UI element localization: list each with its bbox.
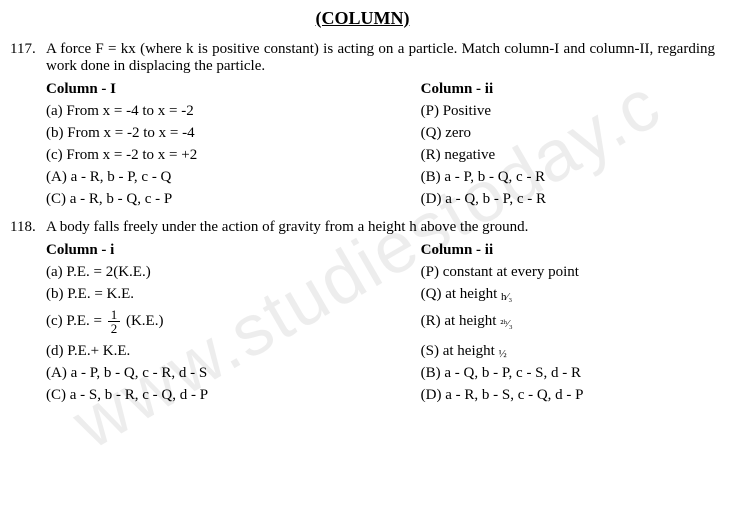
col2-text: (S) at height [421,343,499,359]
options-row: (A) a - P, b - Q, c - R, d - S (B) a - Q… [46,365,715,382]
question-body: A body falls freely under the action of … [46,219,715,409]
option-d: (D) a - Q, b - P, c - R [421,191,715,208]
col2-cell: (S) at height ½ [421,343,715,360]
col2-text: (Q) at height [421,286,501,302]
match-row: (b) P.E. = K.E. (Q) at height h⁄₃ [46,286,715,303]
question-number: 118. [10,219,46,409]
section-heading: (COLUMN) [10,8,715,29]
question-117: 117. A force F = kx (where k is positive… [10,41,715,213]
col2-cell: (Q) zero [421,125,715,142]
col2-header: Column - ii [421,81,715,98]
options-row: (C) a - R, b - Q, c - P (D) a - Q, b - P… [46,191,715,208]
col2-cell: (P) constant at every point [421,264,715,281]
match-row: (a) From x = -4 to x = -2 (P) Positive [46,103,715,120]
col1-cell: (c) P.E. = 12 (K.E.) [46,308,421,335]
col2-cell: (P) Positive [421,103,715,120]
fraction-half: ½ [499,348,507,360]
col1-cell: (a) From x = -4 to x = -2 [46,103,421,120]
option-d: (D) a - R, b - S, c - Q, d - P [421,387,715,404]
option-a: (A) a - P, b - Q, c - R, d - S [46,365,421,382]
question-body: A force F = kx (where k is positive cons… [46,41,715,213]
question-118: 118. A body falls freely under the actio… [10,219,715,409]
options-row: (C) a - S, b - R, c - Q, d - P (D) a - R… [46,387,715,404]
col2-text: (R) at height [421,313,501,329]
question-number: 117. [10,41,46,213]
col2-header: Column - ii [421,242,715,259]
option-c: (C) a - R, b - Q, c - P [46,191,421,208]
match-row: (b) From x = -2 to x = -4 (Q) zero [46,125,715,142]
option-c: (C) a - S, b - R, c - Q, d - P [46,387,421,404]
option-a: (A) a - R, b - P, c - Q [46,169,421,186]
fraction-h-3: h⁄₃ [501,291,512,303]
col2-cell: (Q) at height h⁄₃ [421,286,715,303]
col1-header: Column - I [46,81,421,98]
col1-cell: (c) From x = -2 to x = +2 [46,147,421,164]
option-b: (B) a - Q, b - P, c - S, d - R [421,365,715,382]
col1-cell: (a) P.E. = 2(K.E.) [46,264,421,281]
col1-cell: (b) P.E. = K.E. [46,286,421,303]
col2-cell: (R) negative [421,147,715,164]
column-headers: Column - i Column - ii [46,242,715,259]
col1-cell: (d) P.E.+ K.E. [46,343,421,360]
page-content: (COLUMN) 117. A force F = kx (where k is… [10,8,715,409]
fraction-1-2: 12 [108,308,121,335]
options-row: (A) a - R, b - P, c - Q (B) a - P, b - Q… [46,169,715,186]
col1-text-pre: (c) P.E. = [46,313,106,329]
col1-header: Column - i [46,242,421,259]
question-text: A force F = kx (where k is positive cons… [46,41,715,75]
col2-cell: (R) at height ²ʰ⁄₃ [421,313,715,330]
option-b: (B) a - P, b - Q, c - R [421,169,715,186]
fraction-2h-3: ²ʰ⁄₃ [500,318,513,330]
col1-cell: (b) From x = -2 to x = -4 [46,125,421,142]
col1-text-post: (K.E.) [122,313,163,329]
question-text: A body falls freely under the action of … [46,219,715,236]
match-row: (c) From x = -2 to x = +2 (R) negative [46,147,715,164]
match-row: (c) P.E. = 12 (K.E.) (R) at height ²ʰ⁄₃ [46,308,715,335]
match-row: (a) P.E. = 2(K.E.) (P) constant at every… [46,264,715,281]
match-row: (d) P.E.+ K.E. (S) at height ½ [46,343,715,360]
column-headers: Column - I Column - ii [46,81,715,98]
